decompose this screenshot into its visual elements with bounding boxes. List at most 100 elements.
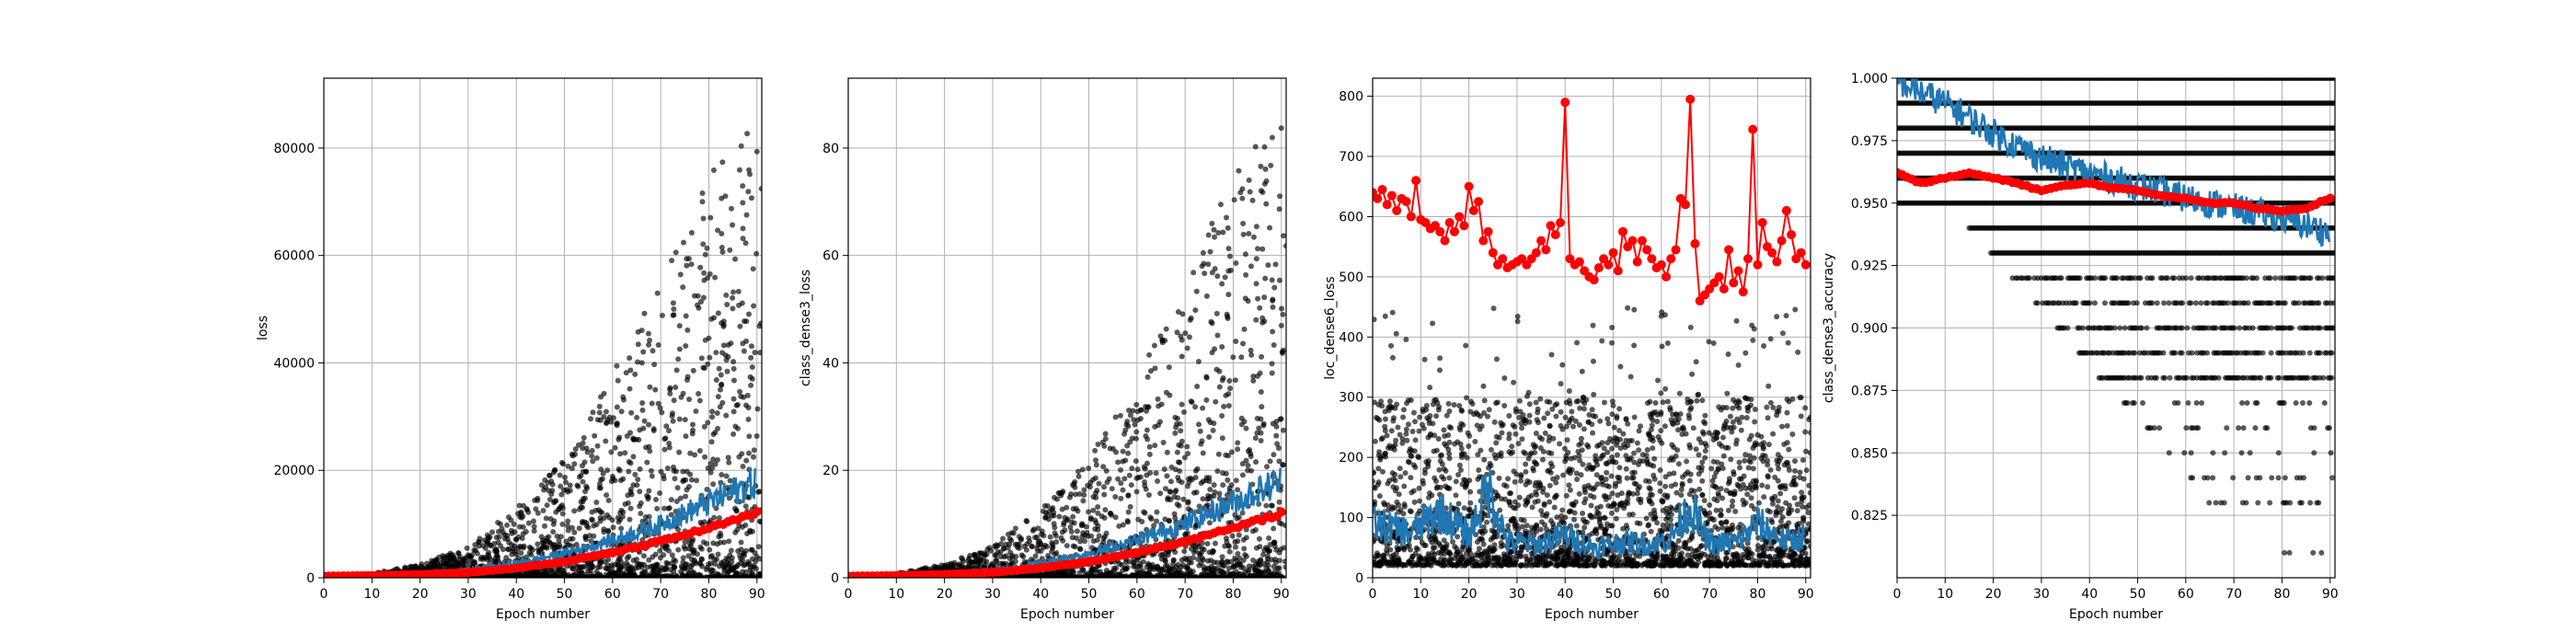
scatter-point: [1115, 476, 1121, 482]
scatter-point: [715, 227, 721, 234]
scatter-point: [557, 472, 563, 478]
scatter-point: [1248, 351, 1255, 358]
scatter-point: [1223, 535, 1229, 541]
scatter-point: [680, 390, 686, 397]
scatter-point: [562, 479, 569, 486]
scatter-point: [618, 540, 625, 546]
scatter-point: [730, 289, 737, 295]
scatter-point: [735, 547, 742, 554]
scatter-point: [707, 461, 714, 467]
scatter-point: [1192, 544, 1199, 550]
scatter-point: [591, 523, 597, 529]
scatter-point: [650, 426, 657, 432]
scatter-point: [610, 524, 616, 531]
scatter-point: [729, 555, 735, 561]
scatter-point: [1252, 144, 1259, 150]
scatter-point: [751, 447, 757, 454]
scatter-point: [1212, 266, 1218, 272]
scatter-point: [1066, 494, 1073, 500]
scatter-point: [609, 517, 615, 523]
scatter-point: [719, 472, 725, 478]
scatter-point: [1195, 359, 1202, 365]
scatter-point: [1124, 518, 1131, 524]
scatter-point: [546, 534, 552, 540]
scatter-point: [741, 394, 747, 400]
scatter-point: [673, 558, 679, 565]
scatter-point: [1112, 414, 1119, 420]
scatter-point: [647, 337, 653, 343]
scatter-point: [1173, 487, 1179, 493]
scatter-point: [608, 478, 615, 485]
scatter-point: [1182, 531, 1189, 537]
scatter-point: [1214, 273, 1221, 280]
scatter-point: [548, 574, 555, 578]
scatter-point: [1255, 295, 1261, 302]
scatter-point: [650, 348, 656, 354]
scatter-point: [730, 359, 737, 365]
y-tick-label: 20000: [273, 464, 315, 478]
scatter-point: [709, 408, 716, 415]
scatter-point: [983, 558, 990, 565]
scatter-point: [504, 522, 511, 528]
scatter-point: [1186, 559, 1192, 566]
scatter-point: [1174, 329, 1180, 336]
scatter-point: [743, 547, 750, 554]
scatter-point: [1225, 224, 1231, 231]
scatter-point: [743, 212, 750, 218]
scatter-point: [676, 323, 683, 329]
scatter-point: [721, 564, 728, 570]
scatter-point: [695, 293, 701, 299]
scatter-point: [740, 236, 746, 242]
scatter-point: [701, 270, 707, 276]
scatter-point: [1195, 421, 1202, 428]
scatter-point: [739, 523, 745, 530]
scatter-point: [1088, 533, 1095, 539]
scatter-point: [1073, 491, 1079, 498]
scatter-point: [1124, 443, 1131, 449]
scatter-point: [1102, 436, 1109, 443]
scatter-point: [1223, 392, 1229, 398]
scatter-point: [730, 408, 737, 415]
scatter-point: [1259, 246, 1266, 252]
scatter-point: [434, 560, 441, 567]
scatter-point: [594, 443, 601, 449]
scatter-point: [1001, 546, 1007, 552]
scatter-point: [1110, 445, 1116, 452]
scatter-point: [587, 568, 593, 574]
scatter-point: [1277, 193, 1283, 200]
scatter-point: [634, 414, 640, 420]
scatter-point: [667, 386, 673, 393]
scatter-point: [1060, 537, 1066, 544]
scatter-point: [529, 574, 535, 578]
scatter-point: [1270, 297, 1276, 304]
scatter-point: [1092, 447, 1098, 454]
scatter-point: [1269, 502, 1275, 509]
scatter-point: [1276, 206, 1282, 213]
scatter-point: [719, 230, 725, 236]
scatter-point: [584, 449, 591, 455]
scatter-point: [1239, 195, 1246, 201]
scatter-point: [615, 377, 621, 384]
scatter-point: [664, 560, 671, 567]
scatter-point: [1083, 523, 1089, 530]
scatter-point: [1188, 398, 1194, 405]
scatter-point: [733, 569, 740, 576]
scatter-point: [1133, 563, 1139, 569]
scatter-point: [749, 363, 755, 370]
scatter-point: [558, 491, 565, 498]
y-tick-label: 0: [306, 571, 315, 586]
scatter-point: [1070, 543, 1076, 549]
scatter-point: [1219, 435, 1225, 442]
scatter-point: [1095, 441, 1101, 447]
scatter-point: [1144, 404, 1151, 410]
scatter-point: [1133, 429, 1140, 435]
scatter-point: [616, 434, 623, 441]
y-tick-label: 80000: [273, 142, 315, 156]
scatter-point: [1146, 562, 1153, 569]
scatter-point: [499, 573, 505, 578]
scatter-point: [1170, 557, 1177, 563]
scatter-point: [1059, 529, 1065, 535]
scatter-point: [548, 478, 555, 485]
scatter-point: [659, 565, 665, 571]
